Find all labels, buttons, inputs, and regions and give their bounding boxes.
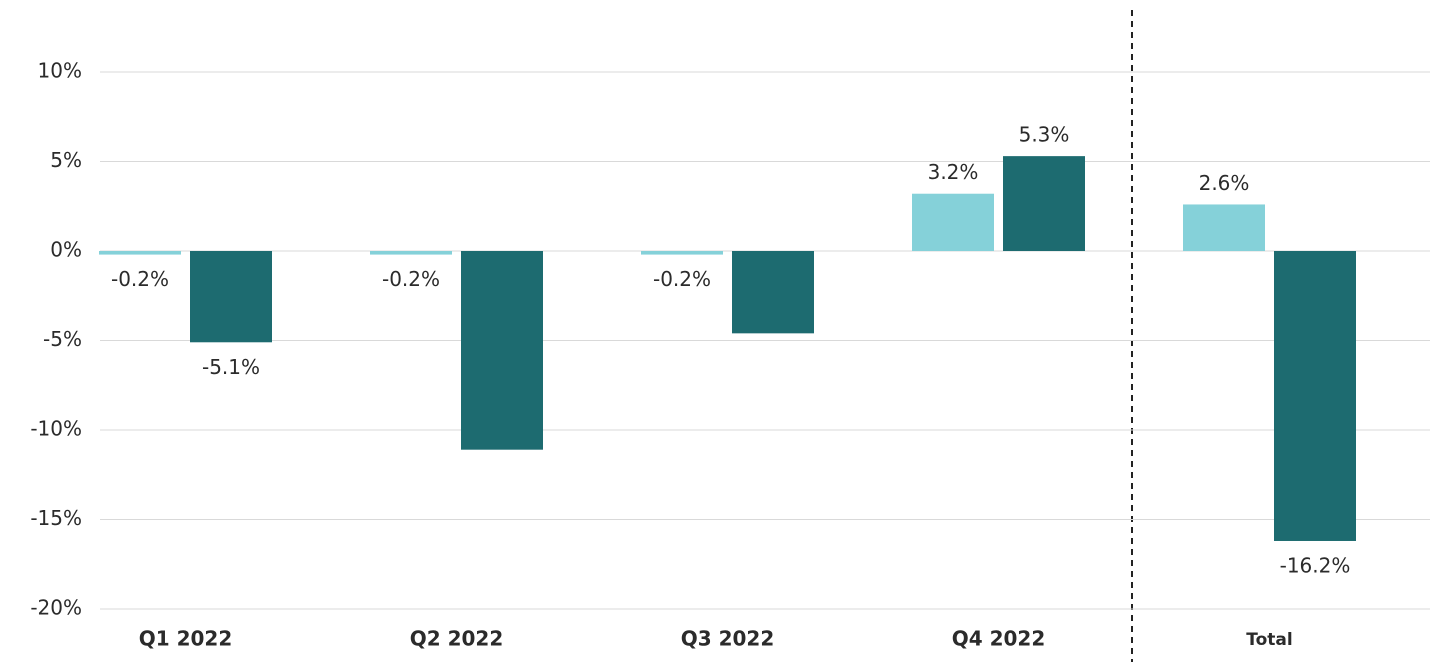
data-label: -0.2%: [111, 267, 169, 291]
bar: [190, 251, 272, 343]
bar: [1003, 156, 1085, 251]
x-tick-label: Q4 2022: [952, 627, 1046, 651]
data-label: -0.2%: [382, 267, 440, 291]
x-tick-label: Q3 2022: [681, 627, 775, 651]
y-tick-label: -15%: [30, 506, 82, 530]
y-tick-label: -10%: [30, 417, 82, 441]
bar: [912, 193, 994, 251]
bar: [370, 251, 452, 255]
bar: [641, 251, 723, 255]
bar: [1274, 251, 1356, 541]
data-label: -0.2%: [653, 267, 711, 291]
x-tick-label: Q2 2022: [410, 627, 504, 651]
y-tick-label: 5%: [50, 148, 82, 172]
data-label: -16.2%: [1280, 553, 1351, 577]
bar: [461, 251, 543, 450]
bar: [732, 251, 814, 334]
x-tick-label: Q1 2022: [139, 627, 233, 651]
x-tick-label: Total: [1246, 630, 1292, 650]
bar: [1183, 204, 1265, 251]
data-label: 3.2%: [928, 160, 979, 184]
y-tick-label: 10%: [38, 59, 82, 83]
y-tick-label: -20%: [30, 596, 82, 620]
data-label: 2.6%: [1199, 171, 1250, 195]
y-tick-label: 0%: [50, 238, 82, 262]
bar: [99, 251, 181, 255]
data-label: 5.3%: [1019, 123, 1070, 147]
data-label: -5.1%: [202, 355, 260, 379]
y-tick-label: -5%: [43, 327, 82, 351]
